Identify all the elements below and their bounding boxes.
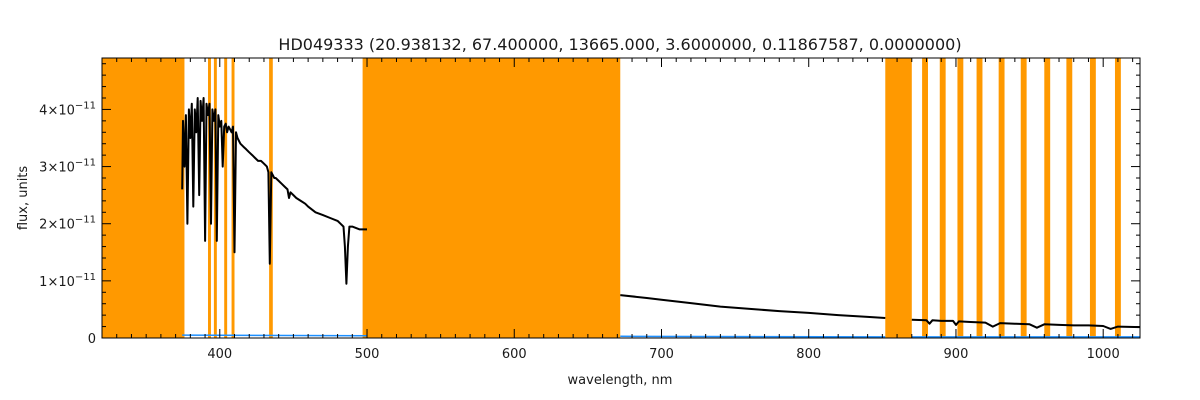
masked-region xyxy=(998,58,1005,338)
y-tick-label: 4×10−11 xyxy=(39,100,96,118)
y-tick-label: 2×10−11 xyxy=(39,215,96,233)
error-line xyxy=(620,335,886,338)
plot-frame xyxy=(101,57,1141,339)
masked-region xyxy=(1114,58,1121,338)
flux-line xyxy=(911,318,1141,330)
chart-title: HD049333 (20.938132, 67.400000, 13665.00… xyxy=(278,35,961,54)
masked-region xyxy=(1089,58,1096,338)
masked-region xyxy=(939,58,946,338)
x-tick-label: 1000 xyxy=(1087,347,1120,362)
x-axis-title: wavelength, nm xyxy=(568,373,673,388)
y-tick-labels: 0 1×10−11 2×10−11 3×10−11 4×10−11 xyxy=(39,100,96,347)
masked-region xyxy=(922,58,928,338)
masked-region xyxy=(208,58,211,338)
masked-region xyxy=(976,58,983,338)
error-line xyxy=(182,334,368,337)
series-lines xyxy=(181,97,1141,338)
y-tick-label: 3×10−11 xyxy=(39,158,96,176)
x-tick-label: 700 xyxy=(649,347,674,362)
x-tick-label: 900 xyxy=(944,347,969,362)
x-tick-label: 500 xyxy=(355,347,380,362)
flux-line xyxy=(181,97,367,285)
masked-region xyxy=(102,58,185,338)
x-tick-labels: 400 500 600 700 800 900 1000 xyxy=(207,347,1119,362)
masked-region xyxy=(1066,58,1073,338)
y-tick-label: 1×10−11 xyxy=(39,272,96,290)
masked-region xyxy=(1020,58,1027,338)
x-tick-label: 400 xyxy=(207,347,232,362)
axis-ticks xyxy=(101,58,1140,339)
x-tick-label: 600 xyxy=(502,347,527,362)
masked-region xyxy=(1044,58,1051,338)
masked-region xyxy=(362,58,621,338)
y-axis-title: flux, units xyxy=(16,166,31,231)
masked-region xyxy=(224,58,228,338)
masked-regions xyxy=(102,58,1121,338)
masked-region xyxy=(957,58,964,338)
y-tick-label: 0 xyxy=(88,332,96,347)
x-tick-label: 800 xyxy=(796,347,821,362)
flux-line xyxy=(620,294,886,319)
masked-region xyxy=(885,58,912,338)
